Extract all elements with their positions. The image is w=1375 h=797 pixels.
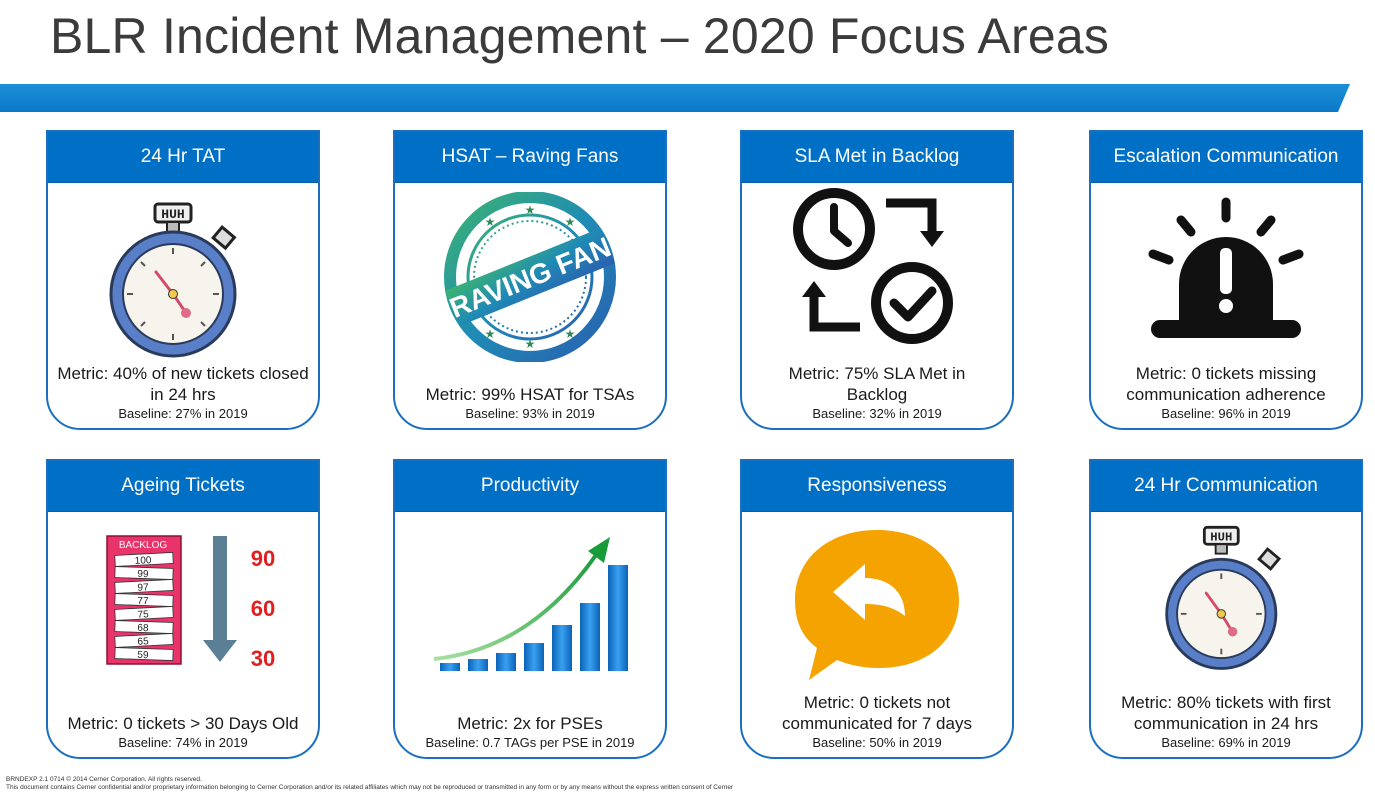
baseline-text: Baseline: 69% in 2019 xyxy=(1161,735,1291,750)
backlog-item-value: 77 xyxy=(137,596,149,607)
growth-bar-chart-icon xyxy=(433,536,628,671)
backlog-item: 65 xyxy=(114,633,174,648)
backlog-item: 75 xyxy=(114,606,174,621)
metric-text: Metric: 75% SLA Met in Backlog xyxy=(788,364,966,404)
baseline-text: Baseline: 74% in 2019 xyxy=(118,735,248,750)
backlog-items: 100 99 97 77 75 68 65 59 xyxy=(114,552,174,661)
title-accent-band xyxy=(0,84,1350,112)
days-label-60: 60 xyxy=(251,596,275,621)
card-title: 24 Hr Communication xyxy=(1091,461,1361,512)
backlog-item-value: 100 xyxy=(134,555,152,567)
card-24hr-communication: 24 Hr Communication HUH Metric: 8 xyxy=(1089,459,1363,759)
footer-line-2: This document contains Cerner confidenti… xyxy=(6,784,734,791)
svg-text:★: ★ xyxy=(565,327,576,341)
svg-text:HUH: HUH xyxy=(161,207,184,222)
card-escalation-communication: Escalation Communication Metric: 0 ticke… xyxy=(1089,130,1363,430)
backlog-item-value: 65 xyxy=(137,636,149,648)
card-title: 24 Hr TAT xyxy=(48,132,318,183)
card-title: Ageing Tickets xyxy=(48,461,318,512)
reply-speech-bubble-icon xyxy=(795,530,959,680)
svg-text:★: ★ xyxy=(525,203,536,217)
stamp-text: RAVING FAN xyxy=(445,231,615,324)
metric-text: Metric: 99% HSAT for TSAs xyxy=(425,385,635,404)
card-ageing-tickets: Ageing Tickets BACKLOG 100 99 97 77 75 68 65 59… xyxy=(46,459,320,759)
backlog-item: 77 xyxy=(114,593,174,607)
stopwatch-icon: HUH xyxy=(1165,525,1282,670)
card-productivity: Productivity xyxy=(393,459,667,759)
baseline-text: Baseline: 96% in 2019 xyxy=(1161,406,1291,421)
baseline-text: Baseline: 0.7 TAGs per PSE in 2019 xyxy=(425,735,635,750)
backlog-item: 97 xyxy=(114,579,174,594)
card-title: SLA Met in Backlog xyxy=(742,132,1012,183)
metric-text: Metric: 80% tickets with first communica… xyxy=(1121,693,1331,733)
svg-text:HUH: HUH xyxy=(1210,530,1232,544)
backlog-item-value: 75 xyxy=(137,609,149,621)
backlog-item-value: 59 xyxy=(137,650,149,661)
days-label-90: 90 xyxy=(251,546,275,571)
svg-text:★: ★ xyxy=(525,337,536,351)
days-label-30: 30 xyxy=(251,646,275,671)
metric-text: Metric: 0 tickets > 30 Days Old xyxy=(67,714,299,733)
card-title: Escalation Communication xyxy=(1091,132,1361,183)
svg-text:★: ★ xyxy=(485,327,496,341)
footer-legal: BRNDEXP 2.1 0714 © 2014 Cerner Corporati… xyxy=(6,776,733,792)
card-title: Productivity xyxy=(395,461,665,512)
page-title: BLR Incident Management – 2020 Focus Are… xyxy=(50,8,1110,64)
card-24hr-tat: 24 Hr TAT HUH xyxy=(46,130,320,430)
metric-text: Metric: 2x for PSEs xyxy=(457,714,603,733)
backlog-item: 99 xyxy=(114,566,174,580)
metric-text: Metric: 0 tickets not communicated for 7… xyxy=(782,693,972,733)
footer-line-1: BRNDEXP 2.1 0714 © 2014 Cerner Corporati… xyxy=(6,776,202,783)
stopwatch-icon: HUH xyxy=(109,202,237,358)
alarm-light-icon xyxy=(1148,197,1304,338)
card-title: Responsiveness xyxy=(742,461,1012,512)
backlog-item-value: 68 xyxy=(137,623,149,634)
baseline-text: Baseline: 27% in 2019 xyxy=(118,406,248,421)
baseline-text: Baseline: 93% in 2019 xyxy=(465,406,595,421)
metric-text: Metric: 0 tickets missing communication … xyxy=(1126,364,1326,404)
backlog-item: 59 xyxy=(114,647,174,661)
card-title: HSAT – Raving Fans xyxy=(395,132,665,183)
backlog-item: 100 xyxy=(114,552,174,567)
raving-fan-stamp-icon: ★ ★ ★ ★ ★ ★ RAVING FAN xyxy=(444,192,616,362)
metric-text: Metric: 40% of new tickets closed in 24 … xyxy=(57,364,309,404)
down-arrow-icon xyxy=(203,536,237,662)
card-hsat-raving-fans: HSAT – Raving Fans ★ ★ ★ ★ xyxy=(393,130,667,430)
clock-check-cycle-icon xyxy=(793,188,953,344)
baseline-text: Baseline: 50% in 2019 xyxy=(812,735,942,750)
baseline-text: Baseline: 32% in 2019 xyxy=(812,406,942,421)
backlog-item: 68 xyxy=(114,620,174,634)
svg-text:★: ★ xyxy=(565,215,576,229)
backlog-list-icon: BACKLOG 100 99 97 77 75 68 65 59 90 60 30 xyxy=(106,535,275,671)
svg-text:★: ★ xyxy=(485,215,496,229)
card-responsiveness: Responsiveness Metric: 0 tickets not com… xyxy=(740,459,1014,759)
backlog-item-value: 97 xyxy=(137,582,149,594)
backlog-item-value: 99 xyxy=(137,569,149,580)
card-sla-met-backlog: SLA Met in Backlog Metric: 75% SLA Met i… xyxy=(740,130,1014,430)
backlog-label: BACKLOG xyxy=(119,540,168,551)
